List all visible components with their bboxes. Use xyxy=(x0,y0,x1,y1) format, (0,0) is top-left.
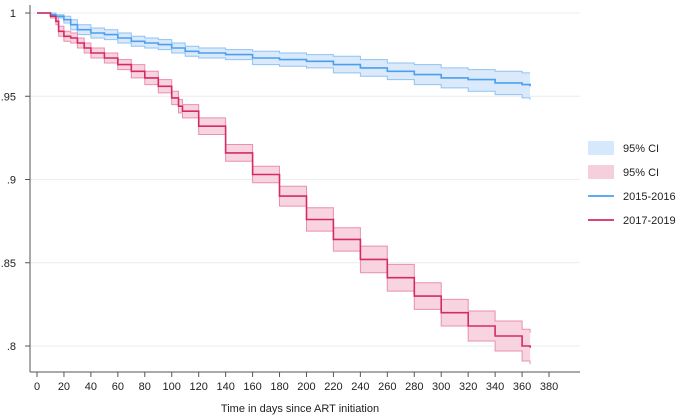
legend-item: 95% CI xyxy=(588,165,659,179)
axes xyxy=(25,5,580,377)
x-tick-label: 0 xyxy=(34,381,40,393)
x-tick-label: 380 xyxy=(540,381,558,393)
x-tick-label: 340 xyxy=(486,381,504,393)
ci-band xyxy=(37,13,531,365)
y-tick-label: 1 xyxy=(10,8,16,20)
x-tick-label: 220 xyxy=(324,381,342,393)
ci-bands xyxy=(37,12,531,365)
y-tick-label: .8 xyxy=(7,341,16,353)
y-tick-labels: .8 .85 .9 .95 1 xyxy=(1,8,16,353)
x-tick-labels: 0 20 40 60 80 100 120 140 160 180 200 220 240 260 280 3… xyxy=(34,381,558,393)
grid-lines xyxy=(30,12,580,347)
x-tick-label: 200 xyxy=(297,381,315,393)
legend-item: 95% CI xyxy=(588,141,659,155)
x-tick-label: 100 xyxy=(163,381,181,393)
series-line xyxy=(37,12,531,87)
x-tick-label: 40 xyxy=(85,381,97,393)
x-tick-label: 180 xyxy=(270,381,288,393)
x-tick-label: 260 xyxy=(378,381,396,393)
ci-lower-edge xyxy=(37,12,531,365)
legend-label: 95% CI xyxy=(623,167,659,179)
legend-label: 95% CI xyxy=(623,143,659,155)
x-tick-label: 240 xyxy=(351,381,369,393)
x-tick-label: 20 xyxy=(58,381,70,393)
y-tick-label: .85 xyxy=(1,258,16,270)
y-tick-label: .95 xyxy=(1,91,16,103)
x-axis-title: Time in days since ART initiation xyxy=(221,403,379,415)
x-tick-label: 300 xyxy=(432,381,450,393)
x-tick-label: 360 xyxy=(513,381,531,393)
legend-item: 2017-2019 xyxy=(588,215,676,227)
legend-band-swatch xyxy=(588,141,614,155)
legend-label: 2017-2019 xyxy=(623,215,676,227)
legend: 95% CI 95% CI 2015-2016 2017-2019 xyxy=(588,141,676,227)
ci-lower-edge xyxy=(37,12,531,100)
series-line xyxy=(37,12,531,348)
y-tick-label: .9 xyxy=(7,175,16,187)
x-tick-label: 160 xyxy=(243,381,261,393)
legend-label: 2015-2016 xyxy=(623,191,676,203)
x-tick-label: 280 xyxy=(405,381,423,393)
x-tick-label: 320 xyxy=(459,381,477,393)
series-lines xyxy=(37,12,531,348)
legend-item: 2015-2016 xyxy=(588,191,676,203)
x-tick-label: 120 xyxy=(190,381,208,393)
ci-band xyxy=(37,13,531,100)
x-tick-label: 80 xyxy=(139,381,151,393)
x-tick-label: 60 xyxy=(112,381,124,393)
legend-band-swatch xyxy=(588,165,614,179)
x-tick-label: 140 xyxy=(216,381,234,393)
ci-upper-edge xyxy=(37,12,531,74)
